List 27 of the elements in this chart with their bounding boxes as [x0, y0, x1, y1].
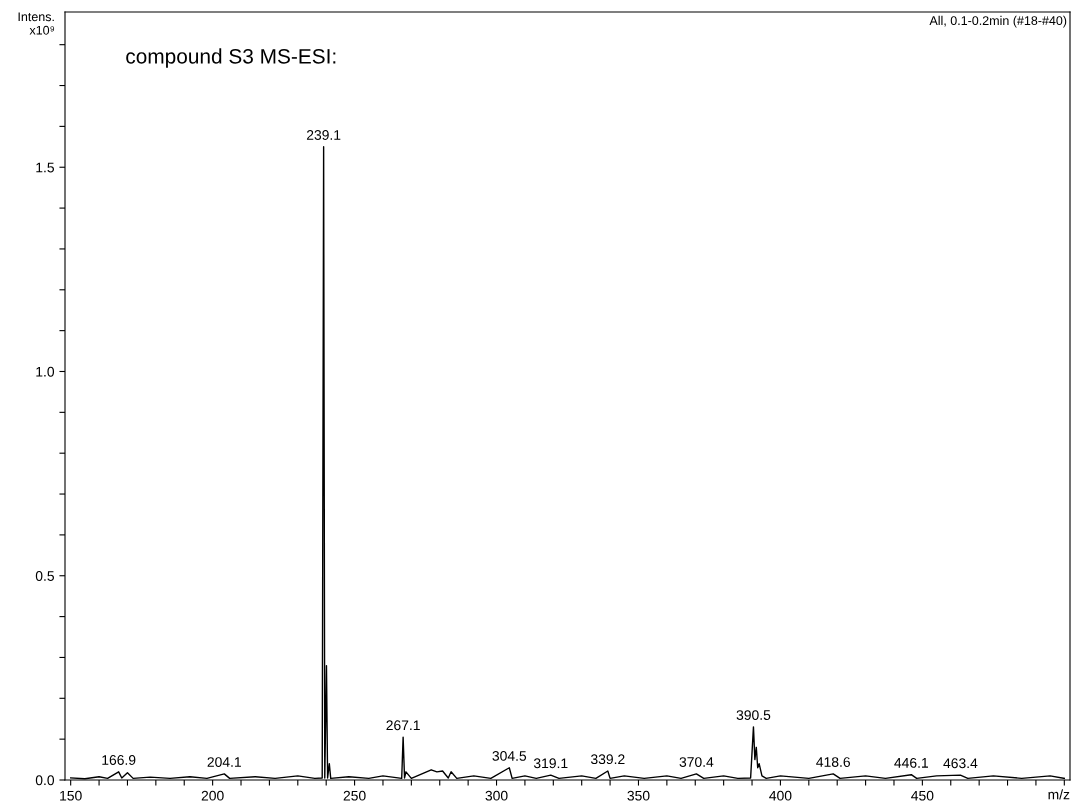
y-axis-title: Intens. x10⁹	[18, 12, 55, 35]
x-tick-label: 300	[485, 790, 508, 801]
annotation: 204.1	[207, 757, 241, 767]
annotation: 463.4	[943, 758, 978, 769]
x-tick-label: 400	[769, 790, 792, 801]
y-tick-label: 1.5	[36, 162, 54, 173]
annotation: 304.5	[492, 751, 527, 761]
annotation: 267.1	[386, 720, 420, 731]
annotation: 319.1	[533, 758, 568, 769]
annotation: 446.1	[894, 757, 928, 768]
text: compound S3 MS-ESI:	[126, 48, 336, 68]
annotation: 418.6	[816, 757, 850, 767]
x-axis-title: m/z	[1048, 789, 1070, 800]
y-tick-label: 1.0	[36, 366, 55, 377]
x-tick-label: 250	[343, 790, 366, 801]
y-tick-label: 0.5	[35, 571, 54, 581]
annotation: 370.4	[679, 757, 714, 767]
annotation: 239.1	[306, 130, 341, 140]
x-tick-label: 350	[627, 790, 650, 801]
x-tick-label: 450	[911, 790, 934, 801]
x-tick-label: 200	[201, 790, 224, 801]
y-tick-label: 0.0	[35, 775, 55, 786]
chart-subtitle: All, 0.1-0.2min (#18-#40)	[929, 15, 1067, 28]
annotation: 339.2	[590, 754, 625, 765]
annotation: 166.9	[102, 755, 136, 765]
annotation: 390.5	[736, 710, 771, 720]
x-tick-label: 150	[60, 790, 82, 801]
